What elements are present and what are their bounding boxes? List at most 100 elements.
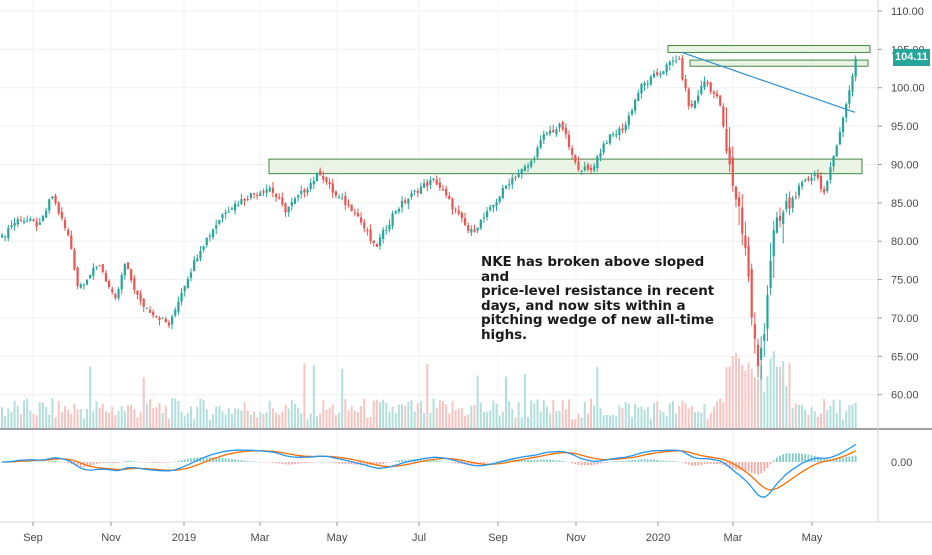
volume-bar xyxy=(722,402,725,428)
volume-bar xyxy=(218,406,221,428)
candle-body xyxy=(325,177,328,183)
macd-histogram-bar xyxy=(54,460,57,462)
candle-body xyxy=(722,106,725,127)
macd-histogram-bar xyxy=(290,462,293,465)
volume-bar xyxy=(347,410,350,428)
macd-histogram-bar xyxy=(713,462,715,464)
volume-bar xyxy=(640,406,643,428)
candle-body xyxy=(369,229,372,242)
candle-body xyxy=(205,237,208,246)
candle-body xyxy=(230,208,234,210)
candle-body xyxy=(807,178,810,180)
volume-bar xyxy=(495,403,498,428)
volume-bar xyxy=(391,406,394,428)
volume-bar xyxy=(190,406,192,428)
macd-histogram-bar xyxy=(174,461,177,463)
candle-body xyxy=(60,211,63,219)
volume-bar xyxy=(186,412,189,428)
volume-bar xyxy=(479,402,482,428)
macd-histogram-bar xyxy=(388,462,391,463)
macd-histogram-bar xyxy=(457,462,460,464)
volume-bar xyxy=(757,379,759,428)
candle-body xyxy=(145,307,148,309)
volume-bar xyxy=(180,412,183,428)
candle-body xyxy=(778,215,782,221)
candle-body xyxy=(67,229,70,236)
macd-histogram-bar xyxy=(738,462,740,470)
macd-histogram-bar xyxy=(467,462,470,465)
volume-bar xyxy=(766,376,769,428)
macd-histogram-bar xyxy=(700,462,703,465)
volume-bar xyxy=(574,419,577,428)
macd-histogram-bar xyxy=(224,458,227,462)
volume-bar xyxy=(95,401,98,428)
candle-body xyxy=(95,266,98,268)
candle-body xyxy=(177,301,180,312)
volume-bar xyxy=(700,412,703,428)
volume-bar xyxy=(590,398,593,428)
volume-bar xyxy=(545,406,548,428)
candle-body xyxy=(271,187,274,193)
candle-body xyxy=(649,76,652,85)
volume-bar xyxy=(549,413,552,428)
candle-body xyxy=(82,284,85,286)
macd-histogram-bar xyxy=(716,462,718,464)
candle-body xyxy=(208,235,211,237)
volume-bar xyxy=(804,409,807,428)
volume-bar xyxy=(259,412,262,428)
macd-histogram-bar xyxy=(520,459,523,462)
macd-histogram-bar xyxy=(653,459,655,462)
volume-bar xyxy=(448,413,451,428)
volume-bar xyxy=(10,411,13,428)
candle-body xyxy=(782,212,785,224)
volume-bar xyxy=(508,401,511,428)
volume-bar xyxy=(104,411,107,428)
macd-histogram-bar xyxy=(432,459,435,462)
macd-histogram-bar xyxy=(498,460,501,462)
macd-histogram-bar xyxy=(114,462,117,464)
volume-bar xyxy=(514,417,517,428)
macd-histogram-bar xyxy=(212,457,214,462)
volume-bar xyxy=(725,366,728,428)
volume-bar xyxy=(164,405,167,428)
macd-histogram-bar xyxy=(375,462,378,466)
macd-histogram-bar xyxy=(848,456,851,462)
volume-bar xyxy=(719,398,722,428)
macd-histogram-bar xyxy=(574,462,577,465)
volume-bar xyxy=(397,404,400,428)
annotation-line: NKE has broken above sloped and xyxy=(481,254,705,285)
macd-histogram-bar xyxy=(312,462,315,463)
candle-body xyxy=(29,218,32,221)
macd-histogram-bar xyxy=(259,462,262,463)
candle-body xyxy=(624,124,627,131)
volume-bar xyxy=(848,405,851,428)
macd-histogram-bar xyxy=(29,461,32,462)
macd-histogram-bar xyxy=(706,462,709,464)
volume-bar xyxy=(807,414,810,428)
candle-body xyxy=(517,173,520,178)
volume-bar xyxy=(152,408,155,428)
candle-body xyxy=(671,60,675,62)
candle-body xyxy=(567,134,571,147)
candle-body xyxy=(523,166,526,171)
volume-bar xyxy=(555,410,558,428)
macd-histogram-bar xyxy=(382,462,385,464)
macd-histogram-bar xyxy=(451,462,454,464)
macd-histogram-bar xyxy=(656,459,659,462)
candle-body xyxy=(766,295,769,329)
candle-body xyxy=(331,183,334,193)
volume-bar xyxy=(262,413,265,428)
candle-body xyxy=(133,278,136,290)
candle-body xyxy=(608,134,612,144)
volume-bar xyxy=(511,409,514,428)
volume-bar xyxy=(681,400,684,428)
candle-body xyxy=(441,189,445,191)
macd-histogram-bar xyxy=(646,459,649,462)
macd-histogram-bar xyxy=(350,462,353,465)
macd-histogram-bar xyxy=(42,461,44,463)
macd-histogram-bar xyxy=(237,459,240,462)
volume-bar xyxy=(782,361,785,428)
candle-body xyxy=(419,186,423,194)
macd-histogram-bar xyxy=(483,462,485,464)
macd-histogram-bar xyxy=(385,462,388,464)
